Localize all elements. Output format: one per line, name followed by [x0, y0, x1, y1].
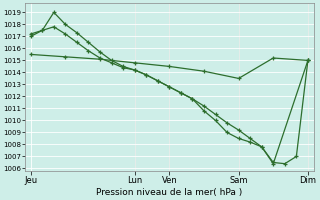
- X-axis label: Pression niveau de la mer( hPa ): Pression niveau de la mer( hPa ): [96, 188, 243, 197]
